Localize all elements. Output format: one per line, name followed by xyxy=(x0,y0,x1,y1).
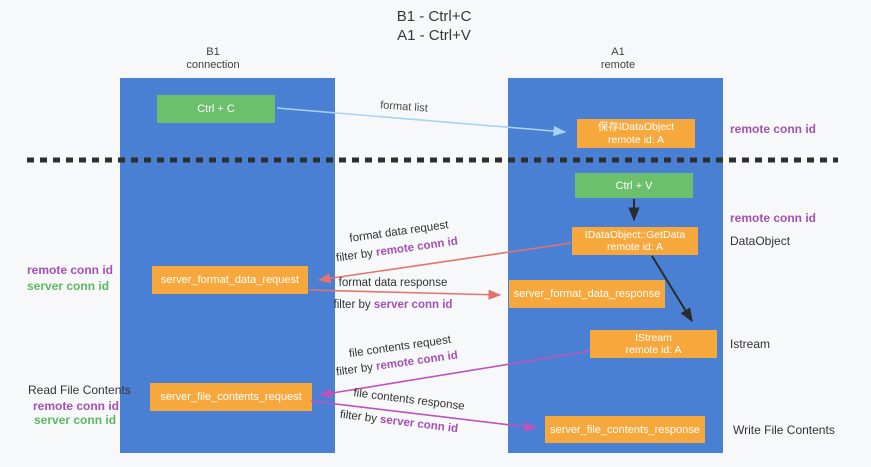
remote-conn-id-label-left-2: remote conn id xyxy=(33,399,120,413)
remote-conn-id-label-right-1: remote conn id xyxy=(730,122,817,136)
format-data-response-label: format data response xyxy=(338,277,448,289)
remote-conn-id-label-right-2: remote conn id xyxy=(730,211,817,225)
istream-box: IStream remote id: A xyxy=(590,330,717,358)
server-format-data-response-box: server_format_data_response xyxy=(509,280,665,308)
server-file-contents-request-label: server_file_contents_request xyxy=(160,391,302,403)
server-file-contents-request-box: server_file_contents_request xyxy=(150,383,312,411)
save-idataobject-line2: remote id: A xyxy=(607,133,665,146)
read-file-contents-label: Read File Contents xyxy=(28,383,131,397)
file-contents-response-label: file contents response xyxy=(352,387,466,413)
lane-a1-subtitle: remote xyxy=(600,59,636,71)
server-file-contents-response-box: server_file_contents_response xyxy=(545,416,705,443)
save-idataobject-line1: 保存IDataObject xyxy=(597,121,675,133)
format-data-response-arrow xyxy=(308,289,502,300)
getdata-line1: IDataObject::GetData xyxy=(584,228,686,241)
ctrl-v-box: Ctrl + V xyxy=(575,173,693,198)
server-file-contents-response-label: server_file_contents_response xyxy=(550,423,700,436)
server-conn-id-highlight: server conn id xyxy=(373,299,453,311)
istream-line2: remote id: A xyxy=(625,344,682,356)
istream-line1: IStream xyxy=(635,331,672,344)
server-format-data-request-label: server_format_data_request xyxy=(160,274,300,286)
filter-by-server-conn-id-label-1: filter by server conn id xyxy=(334,299,453,311)
getdata-line2: remote id: A xyxy=(606,241,664,253)
server-conn-id-label-left-1: server conn id xyxy=(27,279,110,293)
format-list-label: format list xyxy=(379,99,429,115)
ctrl-c-box: Ctrl + C xyxy=(157,95,275,123)
lane-header-b1: B1 connection xyxy=(186,46,239,72)
lane-header-a1: A1 remote xyxy=(601,46,635,72)
filter-by-server-conn-id-label-2: filter by server conn id xyxy=(339,409,458,435)
server-format-data-response-label: server_format_data_response xyxy=(513,288,661,300)
filter-prefix: filter by xyxy=(333,299,374,311)
save-idataobject-box: 保存IDataObject remote id: A xyxy=(577,119,695,148)
server-conn-id-label-left-2: server conn id xyxy=(34,413,117,427)
diagram-title: B1 - Ctrl+C A1 - Ctrl+V xyxy=(397,7,472,45)
filter-prefix: filter by xyxy=(339,408,381,426)
ctrl-c-label: Ctrl + C xyxy=(197,103,235,115)
lane-b1-subtitle: connection xyxy=(186,59,240,71)
write-file-contents-label: Write File Contents xyxy=(733,423,835,437)
ctrl-v-label: Ctrl + V xyxy=(615,179,653,192)
lane-b1-name: B1 xyxy=(206,46,220,58)
title-line-1: B1 - Ctrl+C xyxy=(396,8,472,25)
idataobject-getdata-box: IDataObject::GetData remote id: A xyxy=(572,227,698,255)
remote-conn-id-label-left-1: remote conn id xyxy=(27,263,114,277)
lane-a1-name: A1 xyxy=(611,46,625,58)
filter-prefix: filter by xyxy=(335,246,377,265)
dataobject-label: DataObject xyxy=(730,234,791,248)
istream-side-label: Istream xyxy=(730,337,771,351)
filter-prefix: filter by xyxy=(335,360,377,379)
title-line-2: A1 - Ctrl+V xyxy=(397,27,471,44)
server-format-data-request-box: server_format_data_request xyxy=(152,266,308,294)
server-conn-id-highlight: server conn id xyxy=(379,413,459,436)
